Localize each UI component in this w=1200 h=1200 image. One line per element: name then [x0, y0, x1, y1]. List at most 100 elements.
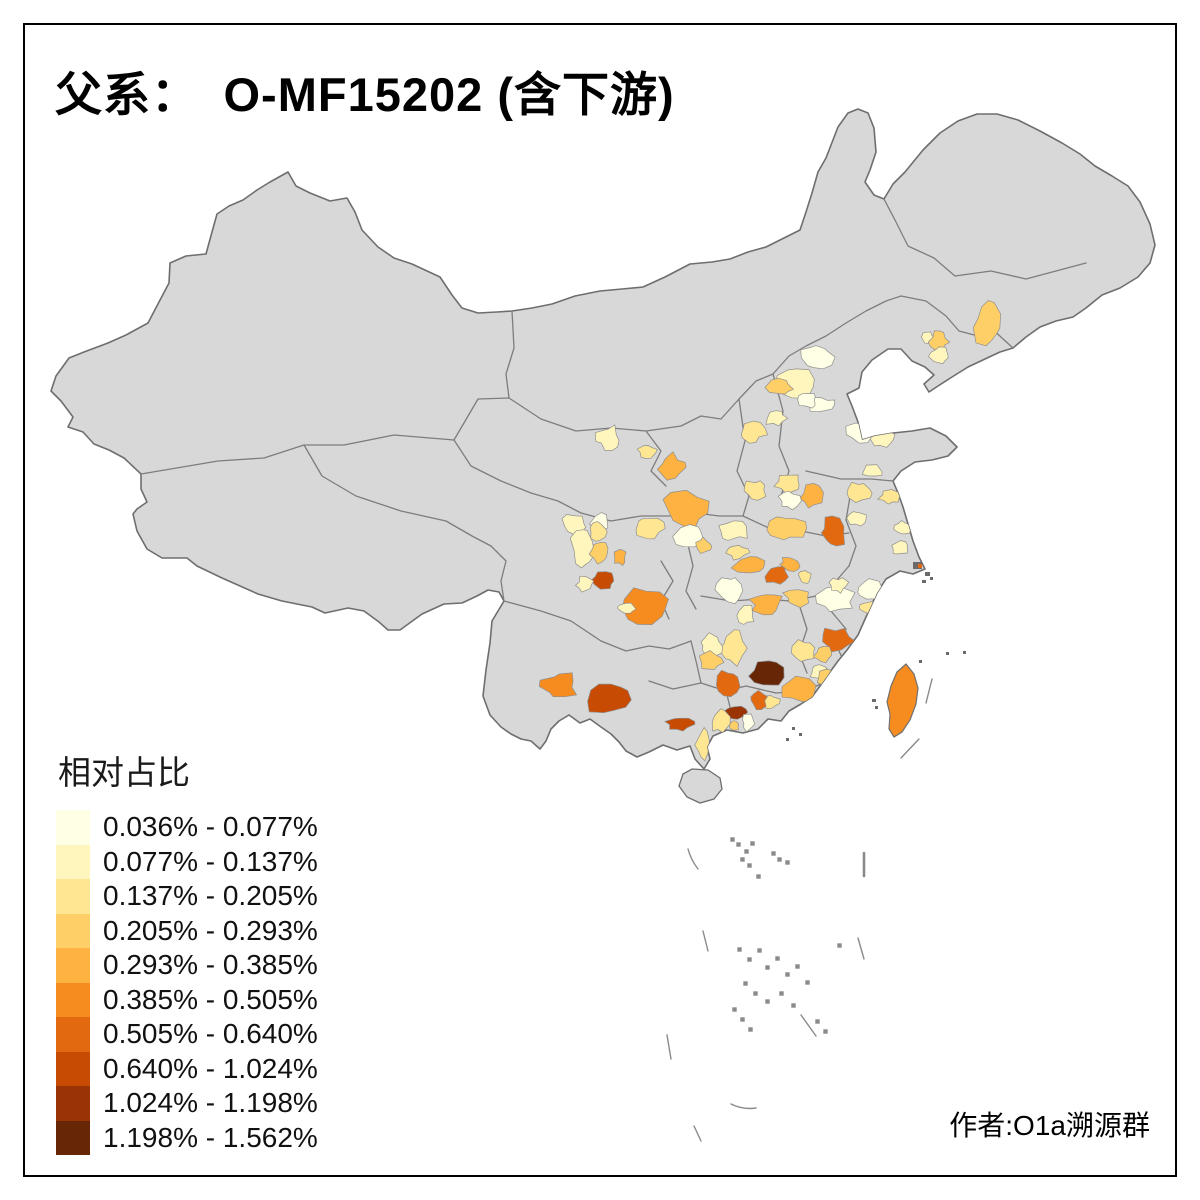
legend-swatch — [56, 1120, 90, 1155]
prefecture-region — [972, 300, 1002, 347]
hainan-island — [678, 768, 723, 804]
legend-label: 0.137% - 0.205% — [103, 880, 318, 911]
legend-swatch — [56, 1086, 90, 1121]
legend-label: 0.385% - 0.505% — [103, 983, 318, 1015]
prefecture-region — [695, 536, 713, 554]
prefecture-region — [569, 529, 596, 569]
legend: 相对占比 0.036% - 0.077% 0.077% - 0.137% 0.137… — [56, 746, 396, 1155]
prefecture-region — [741, 420, 769, 444]
taiwan-island — [886, 663, 919, 738]
legend-row: 0.205% - 0.293% — [56, 913, 396, 948]
prefecture-region — [779, 557, 801, 572]
prefecture-region — [891, 540, 908, 555]
legend-label: 0.205% - 0.293% — [103, 914, 318, 946]
prefecture-region — [587, 683, 632, 714]
legend-swatch — [56, 1017, 90, 1052]
prefecture-region — [748, 594, 783, 616]
legend-rows: 0.036% - 0.077% 0.077% - 0.137% 0.137% - 0… — [56, 810, 396, 1155]
legend-row: 1.024% - 1.198% — [56, 1086, 396, 1121]
legend-swatch — [56, 844, 90, 879]
legend-label: 1.024% - 1.198% — [103, 1087, 318, 1118]
prefecture-region — [797, 393, 816, 409]
prefecture-region — [790, 639, 815, 662]
prefecture-region — [846, 511, 867, 527]
legend-row: 0.385% - 0.505% — [56, 982, 396, 1017]
prefecture-region — [820, 515, 845, 547]
legend-label: 0.036% - 0.077% — [103, 811, 318, 842]
prefecture-region — [672, 524, 704, 548]
prefecture-region — [748, 660, 785, 686]
prefecture-region — [616, 602, 637, 614]
legend-row: 0.137% - 0.205% — [56, 879, 396, 914]
prefecture-region — [729, 720, 739, 731]
legend-swatch — [56, 982, 90, 1017]
coastal-islets — [786, 562, 966, 741]
legend-swatch — [56, 948, 90, 983]
legend-label: 1.198% - 1.562% — [103, 1121, 318, 1153]
prefecture-region — [635, 517, 666, 540]
prefecture-region — [893, 520, 912, 535]
legend-row: 0.505% - 0.640% — [56, 1017, 396, 1052]
legend-row: 0.077% - 0.137% — [56, 844, 396, 879]
prefecture-region — [852, 641, 871, 660]
prefecture-region — [876, 489, 902, 505]
prefecture-region — [777, 490, 802, 511]
prefecture-region — [698, 650, 725, 670]
prefecture-region — [574, 575, 595, 593]
prefecture-region — [656, 451, 687, 481]
prefecture-region — [846, 481, 873, 503]
page-title: 父系： O-MF15202 (含下游) — [55, 68, 675, 121]
legend-label: 0.640% - 1.024% — [103, 1052, 318, 1084]
prefecture-region — [589, 521, 608, 542]
prefecture-region — [797, 570, 812, 584]
prefecture-region — [928, 346, 949, 365]
legend-row: 1.198% - 1.562% — [56, 1120, 396, 1155]
prefecture-region — [765, 410, 789, 427]
prefecture-region — [725, 544, 751, 561]
prefecture-region — [743, 480, 767, 501]
prefecture-region — [781, 675, 817, 702]
prefecture-region — [613, 549, 627, 566]
prefecture-region — [590, 571, 615, 590]
legend-label: 0.505% - 0.640% — [103, 1018, 318, 1049]
prefecture-region — [714, 577, 744, 605]
prefecture-region — [742, 713, 756, 733]
prefecture-region — [588, 541, 609, 565]
legend-row: 0.293% - 0.385% — [56, 948, 396, 983]
prefecture-region — [764, 377, 794, 395]
prefecture-region — [812, 646, 833, 664]
legend-label: 0.293% - 0.385% — [103, 949, 318, 980]
legend-label: 0.077% - 0.137% — [103, 845, 318, 877]
prefecture-region — [718, 520, 748, 541]
prefecture-region — [799, 483, 824, 509]
prefecture-region — [832, 668, 851, 686]
legend-row: 0.640% - 1.024% — [56, 1051, 396, 1086]
prefecture-region — [636, 445, 658, 459]
prefecture-region — [773, 474, 800, 495]
prefecture-region — [862, 464, 883, 477]
prefecture-region — [594, 424, 620, 451]
prefecture-region — [538, 672, 578, 698]
prefecture-region — [815, 585, 856, 613]
prefecture-region — [664, 717, 696, 732]
prefecture-region — [694, 726, 710, 762]
prefecture-region — [766, 516, 807, 541]
prefecture-region — [730, 556, 766, 574]
legend-title: 相对占比 — [58, 754, 190, 791]
prefecture-region — [822, 627, 856, 653]
legend-swatch — [56, 913, 90, 948]
prefecture-region — [828, 577, 850, 594]
south-china-sea-islands — [666, 678, 933, 1142]
attribution-text: 作者:O1a溯源群 — [949, 1110, 1150, 1141]
legend-swatch — [56, 1051, 90, 1086]
prefecture-region — [750, 689, 768, 711]
prefecture-region — [736, 604, 755, 625]
legend-swatch — [56, 810, 90, 845]
prefecture-region — [816, 668, 841, 691]
prefecture-region — [800, 345, 836, 370]
legend-row: 0.036% - 0.077% — [56, 810, 396, 845]
legend-swatch — [56, 879, 90, 914]
prefecture-region — [782, 589, 810, 608]
